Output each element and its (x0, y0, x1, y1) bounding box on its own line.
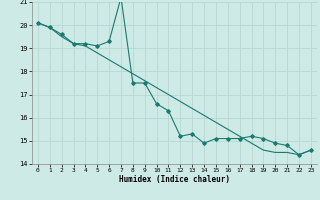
X-axis label: Humidex (Indice chaleur): Humidex (Indice chaleur) (119, 175, 230, 184)
